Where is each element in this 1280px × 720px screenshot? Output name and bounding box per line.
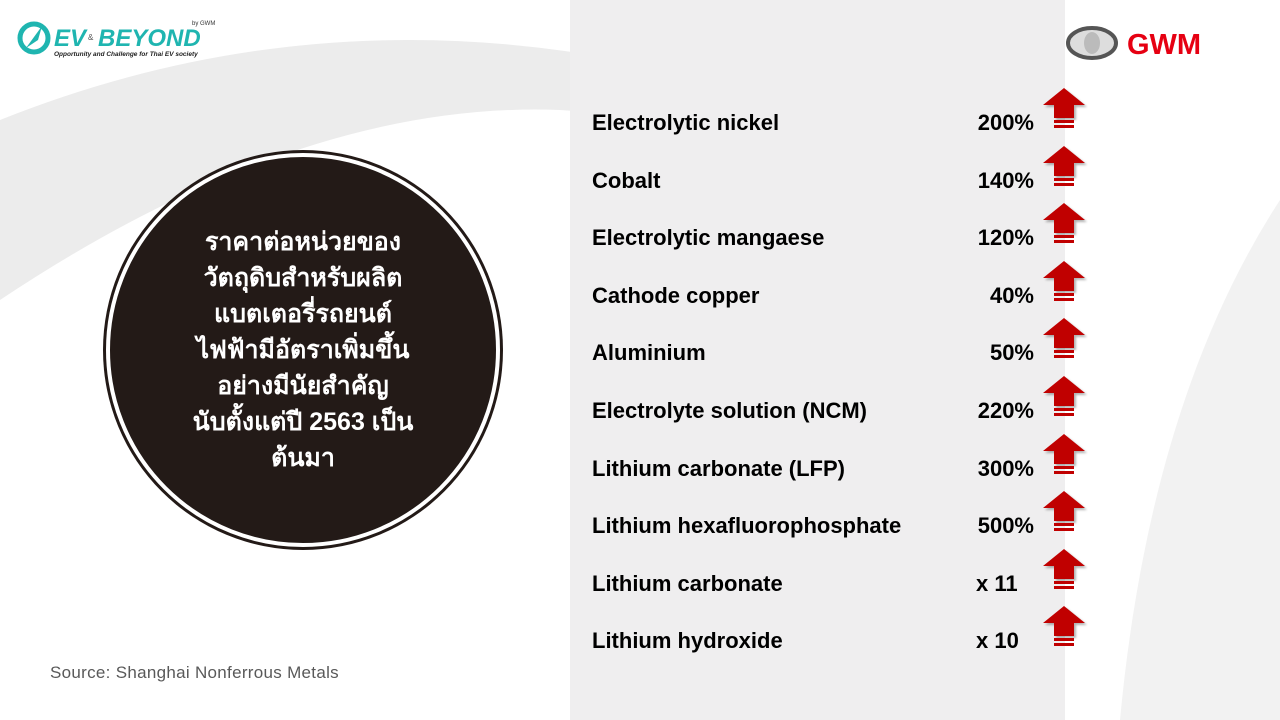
callout-line: ราคาต่อหน่วยของ <box>204 228 402 256</box>
material-name: Lithium hydroxide <box>592 628 783 654</box>
material-row: Electrolytic nickel 200% <box>592 88 1092 138</box>
material-row: Cobalt 140% <box>592 145 1092 196</box>
increase-value: 140% <box>977 167 1034 193</box>
callout-line: ต้นมา <box>271 444 335 472</box>
right-panel <box>570 0 1065 720</box>
material-row: Lithium carbonate x 11 <box>592 548 1092 599</box>
increase-value: 500% <box>977 513 1034 539</box>
increase-value: 120% <box>977 225 1034 251</box>
svg-text:BEYOND: BEYOND <box>98 25 201 52</box>
up-arrow-icon <box>1043 606 1085 647</box>
increase-value: x 10 <box>976 628 1019 654</box>
material-row: Aluminium 50% <box>592 318 1092 368</box>
material-name: Cobalt <box>592 167 661 193</box>
callout-line: นับตั้งแต่ปี 2563 เป็น <box>192 408 414 436</box>
up-arrow-icon <box>1043 376 1085 416</box>
up-arrow-icon <box>1043 260 1085 301</box>
material-name: Cathode copper <box>592 282 760 308</box>
material-name: Electrolytic nickel <box>592 110 780 135</box>
material-name: Lithium carbonate <box>592 570 783 596</box>
material-row: Electrolytic mangaese 120% <box>592 203 1092 253</box>
material-name: Lithium carbonate (LFP) <box>592 455 845 481</box>
material-row: Cathode copper 40% <box>592 260 1092 311</box>
material-row: Lithium carbonate (LFP) 300% <box>592 433 1092 484</box>
ev-beyond-logo: EV & BEYOND by GWM Opportunity and Chall… <box>17 21 215 58</box>
callout-line: อย่างมีนัยสำคัญ <box>217 372 389 400</box>
svg-text:&: & <box>88 33 94 42</box>
svg-text:GWM: GWM <box>1127 29 1201 60</box>
increase-value: 40% <box>989 282 1034 308</box>
svg-text:by GWM: by GWM <box>192 21 215 27</box>
up-arrow-icon <box>1043 88 1085 128</box>
svg-text:EV: EV <box>54 25 88 52</box>
increase-value: 300% <box>977 455 1034 481</box>
callout-line: แบตเตอรี่รถยนต์ <box>214 300 392 328</box>
callout-line: วัตถุดิบสำหรับผลิต <box>203 264 403 292</box>
up-arrow-icon <box>1043 433 1085 474</box>
material-name: Lithium hexafluorophosphate <box>592 513 902 539</box>
material-row: Lithium hydroxide x 10 <box>592 606 1092 656</box>
increase-value: x 11 <box>976 570 1018 596</box>
material-name: Electrolyte solution (NCM) <box>592 398 868 423</box>
increase-value: 200% <box>977 110 1034 135</box>
material-row: Lithium hexafluorophosphate 500% <box>592 491 1092 541</box>
up-arrow-icon <box>1043 145 1085 186</box>
source-note: Source: Shanghai Nonferrous Metals <box>50 663 339 682</box>
material-name: Electrolytic mangaese <box>592 225 825 251</box>
svg-text:Opportunity and Challenge for: Opportunity and Challenge for Thai EV so… <box>54 51 198 58</box>
up-arrow-icon <box>1043 491 1085 532</box>
up-arrow-icon <box>1043 318 1085 359</box>
callout-text: ราคาต่อหน่วยของ วัตถุดิบสำหรับผลิต แบตเต… <box>173 224 433 476</box>
up-arrow-icon <box>1043 203 1085 244</box>
material-name: Aluminium <box>592 340 706 366</box>
callout-circle: ราคาต่อหน่วยของ วัตถุดิบสำหรับผลิต แบตเต… <box>106 153 500 547</box>
increase-value: 220% <box>977 398 1034 423</box>
increase-value: 50% <box>989 340 1034 366</box>
material-row: Electrolyte solution (NCM) 220% <box>592 376 1092 426</box>
gwm-logo: GWM <box>1066 26 1201 60</box>
callout-line: ไฟฟ้ามีอัตราเพิ่มขึ้น <box>196 336 410 364</box>
up-arrow-icon <box>1043 548 1085 589</box>
